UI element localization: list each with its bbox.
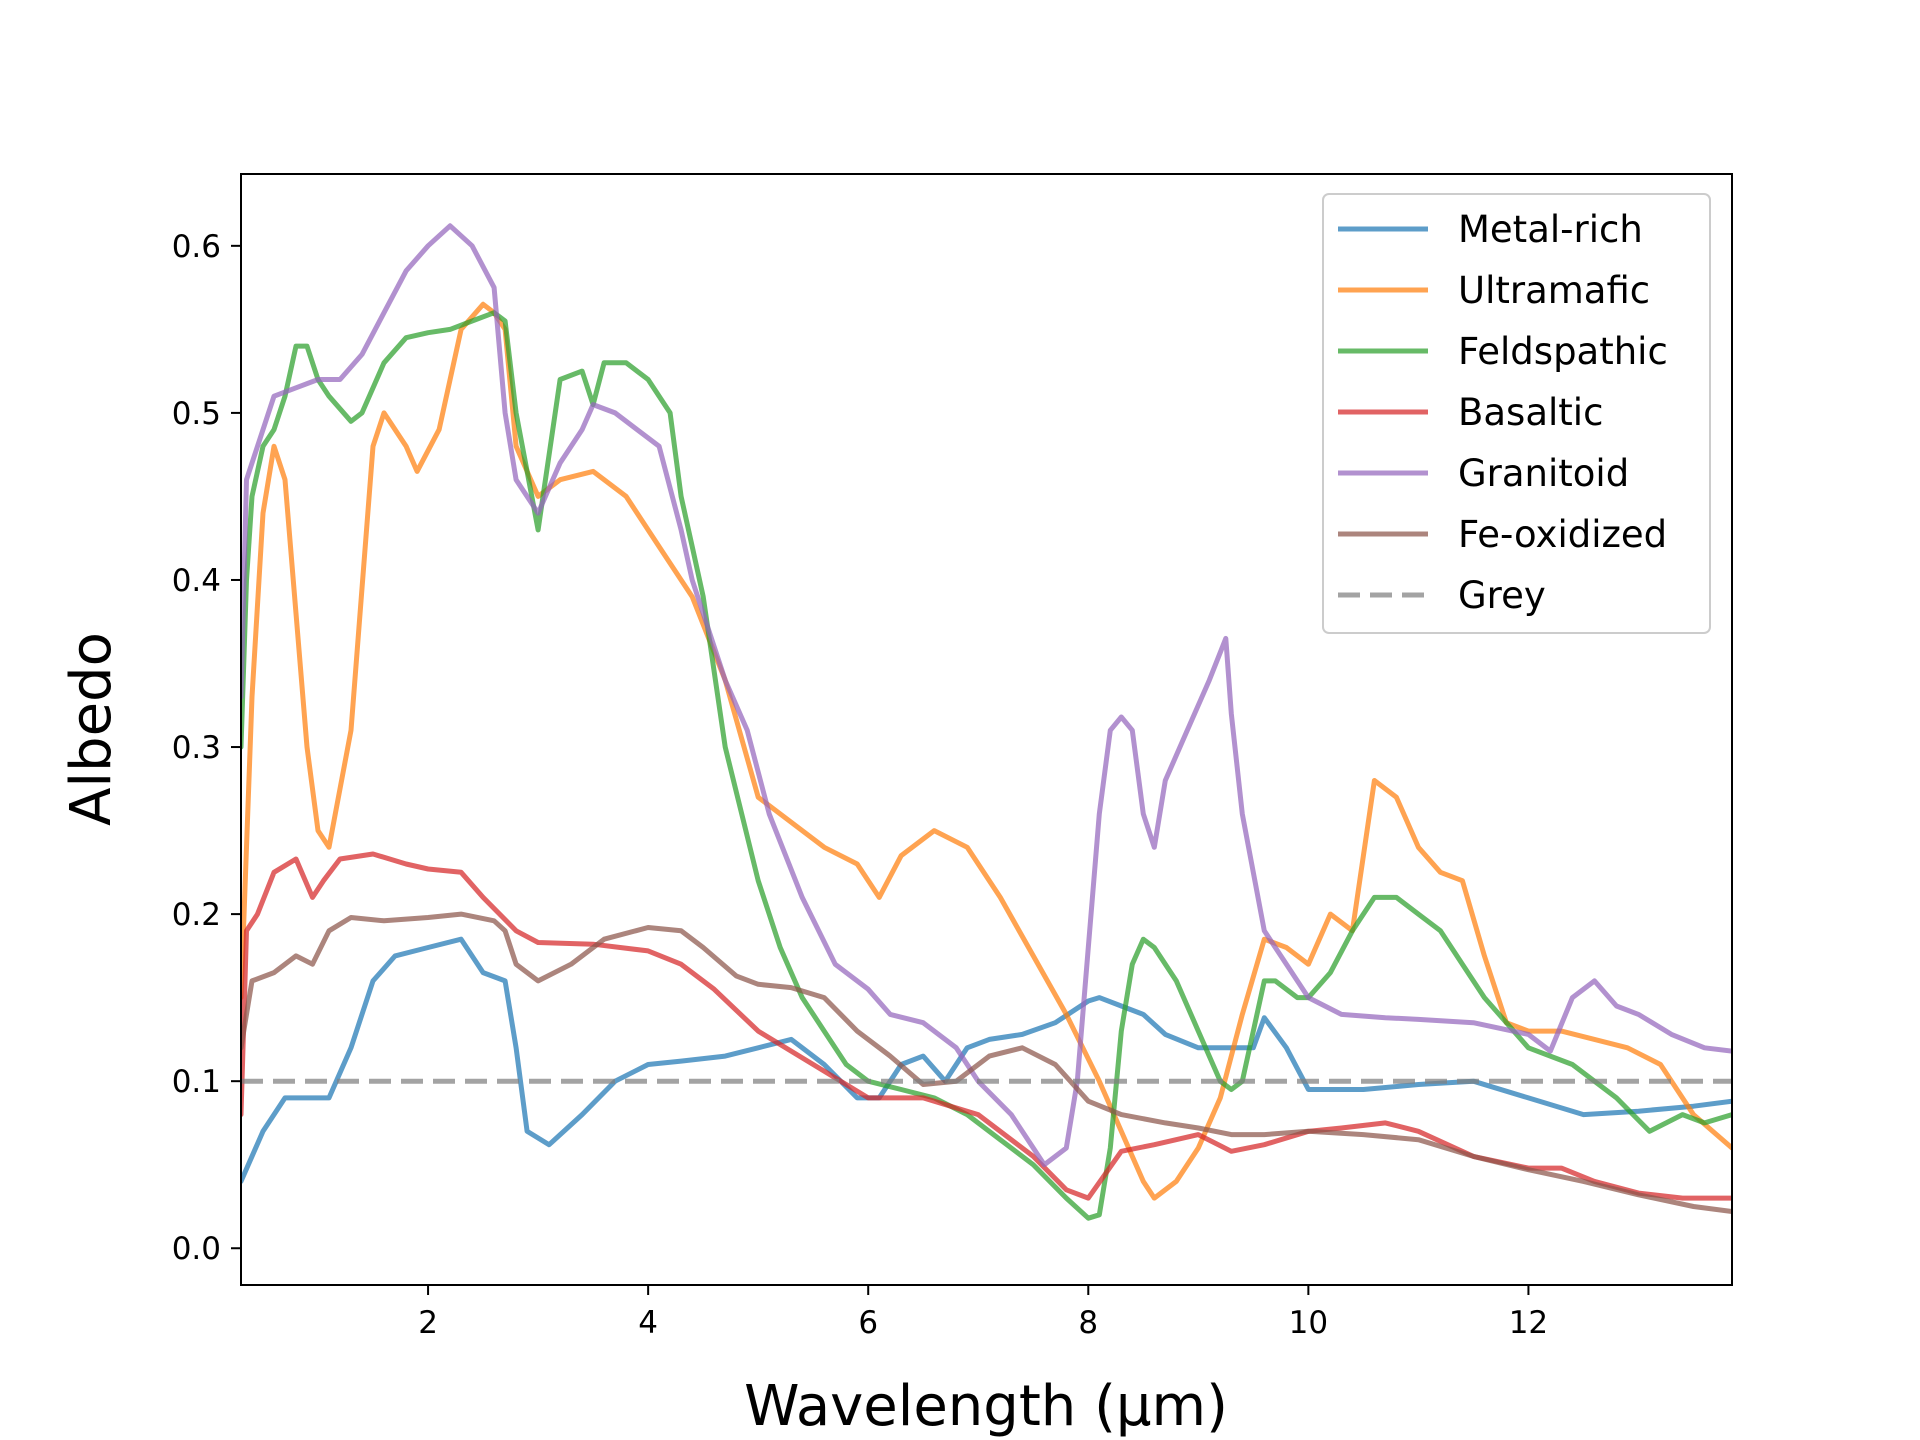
series-line-feldspathic <box>241 310 1732 1221</box>
legend-label-feldspathic: Feldspathic <box>1458 330 1668 373</box>
legend-label-basaltic: Basaltic <box>1458 391 1603 434</box>
x-ticks: 2 4 6 8 10 12 <box>418 1285 1548 1341</box>
y-tick-label: 0.1 <box>172 1064 221 1100</box>
series-layer <box>241 223 1732 1221</box>
y-tick-label: 0.4 <box>172 563 221 599</box>
y-ticks: 0.0 0.1 0.2 0.3 0.4 0.5 0.6 <box>172 229 241 1267</box>
legend-label-ultramafic: Ultramafic <box>1458 269 1650 312</box>
y-tick-label: 0.6 <box>172 229 221 265</box>
legend: Metal-rich Ultramafic Feldspathic Basaltic G… <box>1322 193 1711 634</box>
series-line-ultramafic <box>241 301 1732 1201</box>
legend-label-fe-oxidized: Fe-oxidized <box>1458 513 1667 556</box>
x-tick-label: 12 <box>1509 1305 1548 1341</box>
legend-label-granitoid: Granitoid <box>1458 452 1629 495</box>
legend-label-metal-rich: Metal-rich <box>1458 208 1643 251</box>
series-line-basaltic <box>241 851 1732 1201</box>
legend-box <box>1322 193 1711 634</box>
series-line-granitoid <box>241 223 1732 1168</box>
y-axis-title: Albedo <box>59 632 124 826</box>
x-axis-title: Wavelength (μm) <box>744 1374 1228 1439</box>
series-line-fe-oxidized <box>241 911 1732 1214</box>
x-tick-label: 10 <box>1289 1305 1328 1341</box>
y-tick-label: 0.5 <box>172 396 221 432</box>
y-tick-label: 0.2 <box>172 897 221 933</box>
x-tick-label: 2 <box>418 1305 438 1341</box>
legend-label-grey: Grey <box>1458 574 1546 617</box>
plot-frame <box>240 173 1733 1286</box>
x-tick-label: 6 <box>858 1305 878 1341</box>
y-tick-label: 0.3 <box>172 730 221 766</box>
x-tick-label: 8 <box>1078 1305 1098 1341</box>
y-tick-label: 0.0 <box>172 1231 221 1267</box>
x-tick-label: 4 <box>638 1305 658 1341</box>
